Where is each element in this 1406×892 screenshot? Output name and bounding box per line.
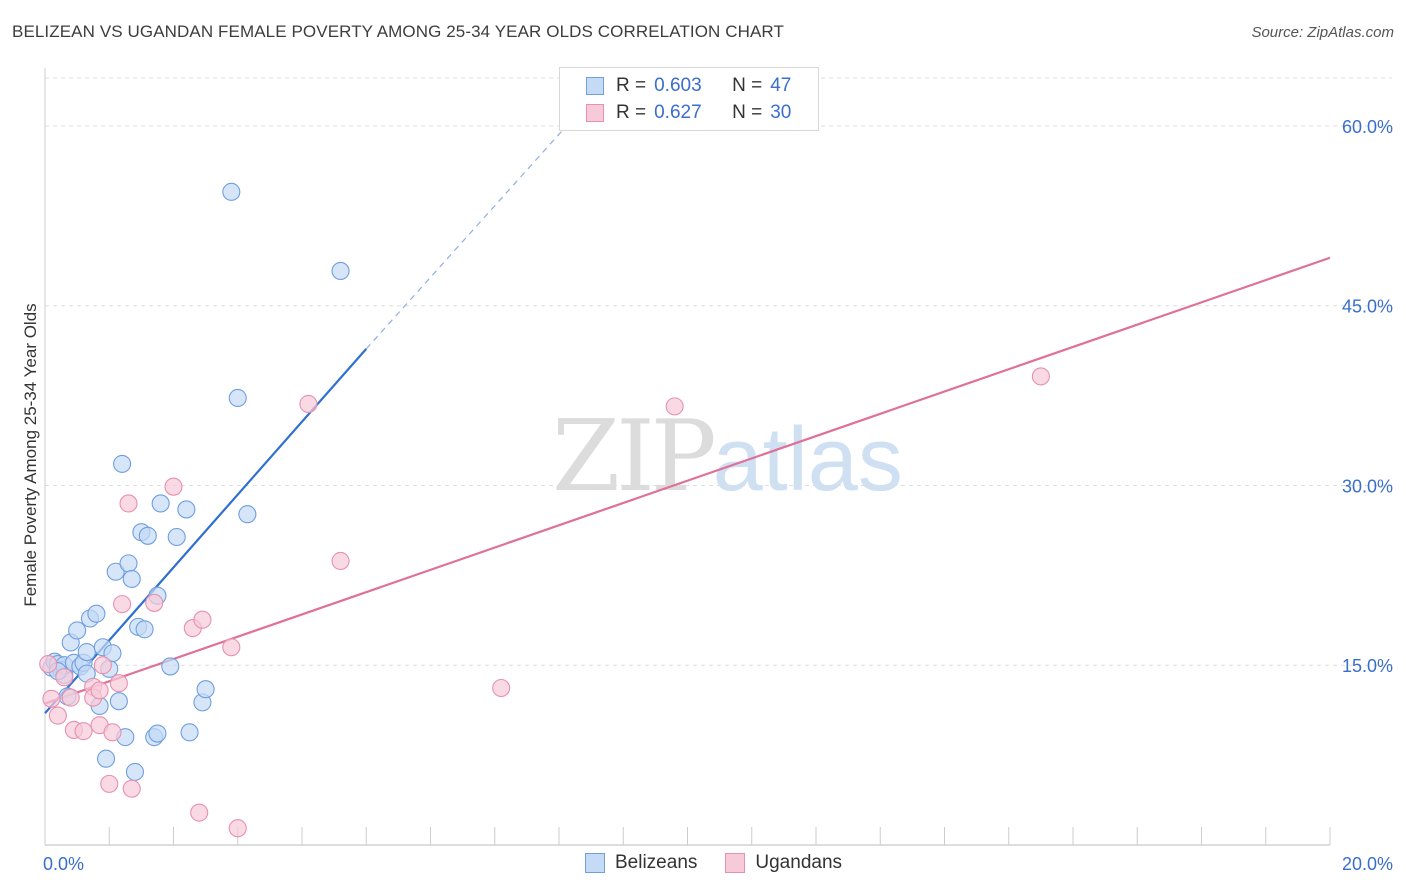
belizean-point [151,494,170,513]
ugandan-point [190,803,209,822]
legend-n-value: 30 [770,102,792,123]
ugandan-point [61,688,80,707]
ugandan-point [222,638,241,657]
legend-swatch-belizeans [586,77,604,95]
ugandan-point [109,674,128,693]
belizean-trend-line [44,348,368,714]
ugandan-point [228,819,247,838]
x-tick-label: 20.0% [1342,854,1393,874]
ugandan-point [1031,367,1050,386]
ugandan-point [145,593,164,612]
belizean-point [125,762,144,781]
series-swatch-ugandans [725,853,746,873]
legend-n-label: N = [732,102,763,123]
ugandan-point [119,494,138,513]
ugandan-point [90,681,109,700]
belizean-point [106,562,125,581]
series-label-ugandans: Ugandans [755,852,843,873]
legend-r-label: R = [616,75,647,96]
belizean-point [167,527,186,547]
chart-title: BELIZEAN VS UGANDAN FEMALE POVERTY AMONG… [12,22,784,41]
belizean-point [122,569,141,588]
trend-lines [44,119,1331,714]
data-points [39,182,1050,838]
ugandan-point [74,722,93,741]
y-tick-label: 45.0% [1342,297,1393,317]
y-tick-label: 15.0% [1342,656,1393,676]
ugandan-point [93,656,112,675]
ugandan-point [48,706,67,725]
correlation-legend: R = 0.603 N = 47 R = 0.627 N = 30 [559,67,819,131]
belizean-point [148,724,167,743]
ugandan-point [331,551,350,571]
ugandan-point [299,394,318,414]
belizean-point [119,554,138,573]
belizean-point [238,505,257,524]
belizean-point [113,454,132,473]
belizean-point [77,643,96,662]
watermark: ZIPatlas [552,400,903,514]
ugandan-point [42,689,61,708]
legend-n-label: N = [732,75,763,96]
ugandan-point [122,779,141,798]
watermark-zip: ZIP [552,400,717,514]
belizean-point [222,182,241,201]
belizean-point [96,749,116,768]
series-legend-belizeans: Belizeans [585,852,697,874]
belizean-point [103,644,122,663]
ugandan-point [39,654,58,674]
legend-r-value: 0.627 [654,102,702,123]
y-axis-label: Female Poverty Among 25-34 Year Olds [21,303,40,607]
source-label: Source: ZipAtlas.com [1251,24,1394,41]
belizean-point [161,657,180,676]
ugandan-point [103,723,122,742]
belizean-point [228,388,247,408]
series-legend: Belizeans Ugandans [585,852,870,874]
belizean-trend-extension [365,119,573,350]
tick-labels: 15.0% 30.0% 45.0% 60.0% 0.0% 20.0% [43,117,1393,874]
ugandan-point [492,678,511,698]
ugandan-point [193,610,212,629]
belizean-point [109,692,128,711]
ugandan-point [55,668,74,687]
series-swatch-belizeans [585,853,605,873]
ugandan-trend-line [44,256,1331,705]
series-label-belizeans: Belizeans [615,852,698,873]
y-tick-label: 30.0% [1342,476,1393,496]
x-tick-label: 0.0% [43,854,84,874]
legend-row-belizeans: R = 0.603 N = 47 [560,73,791,99]
belizean-point [180,723,199,742]
ugandan-point [665,397,684,416]
ugandan-point [100,774,119,793]
legend-r-value: 0.603 [654,75,702,96]
belizean-point [331,261,350,280]
legend-r-label: R = [616,102,647,123]
axes [44,68,1331,846]
belizean-point [68,621,87,640]
belizean-point [177,500,196,519]
ugandan-point [113,595,132,614]
legend-n-value: 47 [770,75,792,96]
series-legend-ugandans: Ugandans [725,852,842,874]
belizean-point [138,526,157,545]
y-tick-label: 60.0% [1342,117,1393,137]
belizean-point [196,680,215,699]
belizean-point [135,620,154,639]
gridlines [45,77,1392,666]
legend-swatch-ugandans [586,104,604,122]
belizean-point [87,604,106,623]
legend-row-ugandans: R = 0.627 N = 30 [560,100,791,126]
ugandan-point [164,477,183,496]
